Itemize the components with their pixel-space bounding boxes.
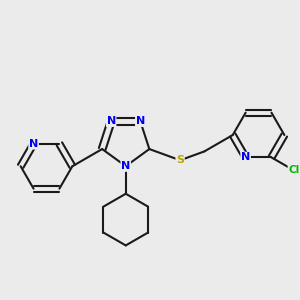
Text: Cl: Cl: [288, 165, 299, 175]
Text: N: N: [29, 139, 38, 149]
Text: N: N: [121, 161, 130, 171]
Text: N: N: [241, 152, 250, 162]
Text: N: N: [106, 116, 116, 126]
Text: S: S: [176, 155, 184, 165]
Text: N: N: [136, 116, 145, 126]
